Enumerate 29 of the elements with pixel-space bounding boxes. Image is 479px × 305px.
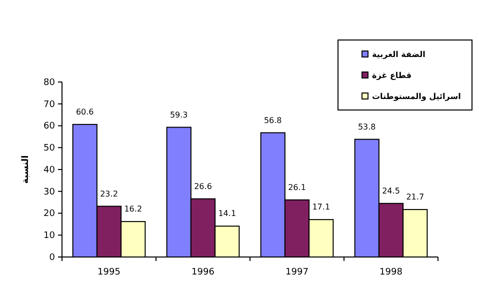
- legend-label: قطاع غزة: [372, 71, 412, 80]
- x-tick-label: 1996: [192, 267, 215, 278]
- y-tick-label: 0: [49, 252, 56, 263]
- y-tick-label: 80: [44, 78, 56, 88]
- y-tick-label: 30: [44, 187, 56, 198]
- data-label: 14.1: [218, 209, 236, 218]
- y-tick-label: 40: [44, 165, 56, 176]
- data-label: 56.8: [264, 116, 282, 125]
- y-tick-label: 10: [44, 231, 56, 242]
- data-label: 26.1: [288, 182, 306, 192]
- y-tick-label: 70: [44, 100, 56, 110]
- y-tick-label: 20: [44, 209, 56, 220]
- data-label: 60.6: [76, 107, 94, 116]
- y-tick-label: 50: [44, 144, 56, 154]
- y-tick-label: 60: [44, 122, 56, 132]
- x-tick-label: 1997: [286, 267, 308, 278]
- legend-label: اسرائيل والمستوطنات: [372, 92, 462, 101]
- data-label: 21.7: [406, 192, 424, 202]
- legend-label: الضفة الغربية: [372, 50, 426, 59]
- data-label: 24.5: [382, 186, 400, 196]
- data-label: 23.2: [100, 189, 118, 198]
- data-label: 59.3: [170, 110, 188, 120]
- data-label: 17.1: [312, 202, 330, 212]
- data-label: 16.2: [124, 204, 142, 214]
- data-label: 53.8: [358, 122, 376, 132]
- data-label: 26.6: [194, 182, 212, 191]
- x-tick-label: 1998: [380, 267, 403, 278]
- x-tick-label: 1995: [98, 267, 120, 278]
- y-axis-title: النسبة: [21, 155, 31, 184]
